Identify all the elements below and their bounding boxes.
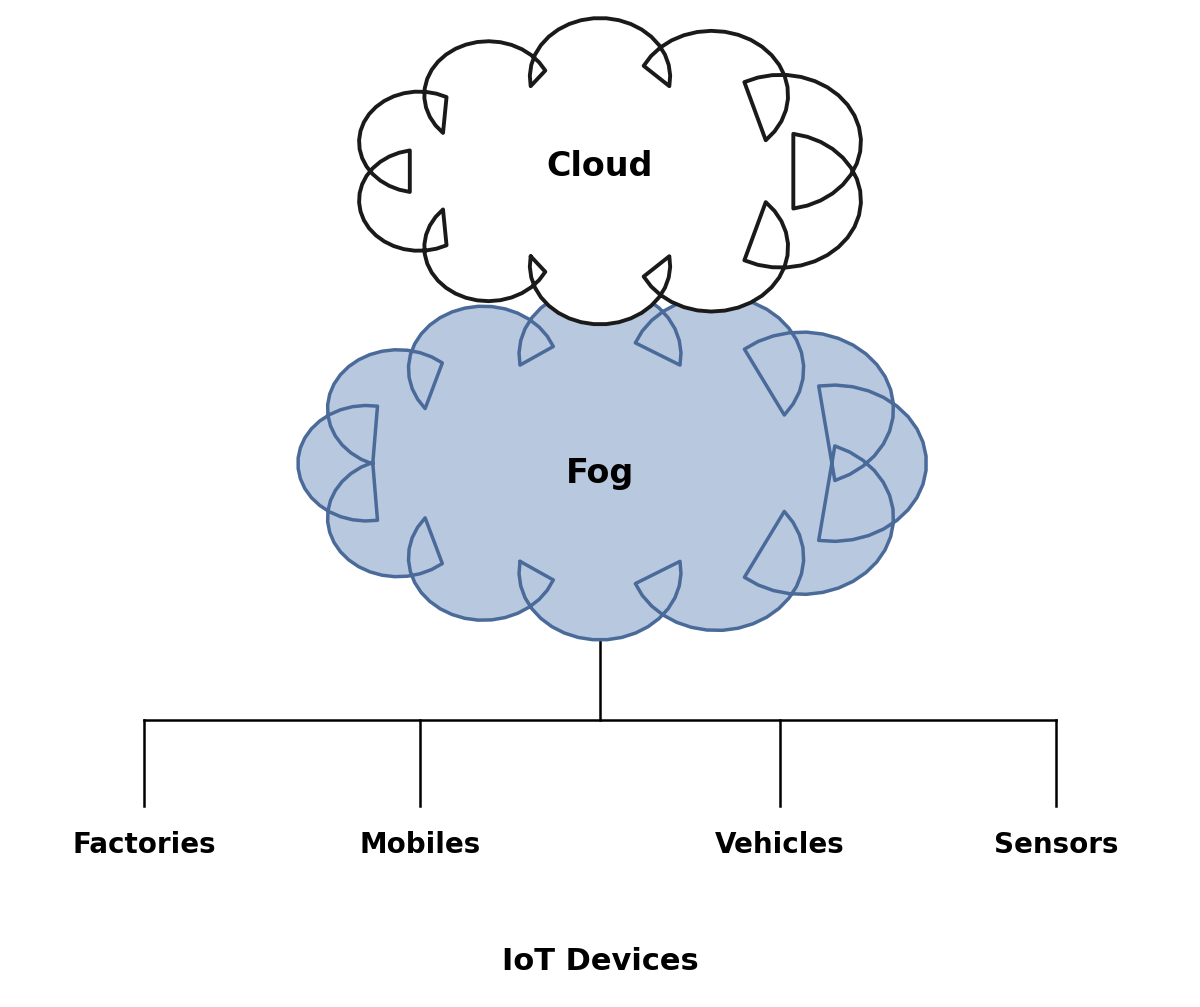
Text: Sensors: Sensors — [994, 831, 1118, 859]
Text: IoT Devices: IoT Devices — [502, 948, 698, 976]
Polygon shape — [298, 287, 926, 639]
Polygon shape — [359, 18, 860, 324]
Text: Factories: Factories — [72, 831, 216, 859]
Text: Vehicles: Vehicles — [715, 831, 845, 859]
Text: Fog: Fog — [566, 457, 634, 489]
Text: Cloud: Cloud — [547, 150, 653, 182]
Text: Mobiles: Mobiles — [359, 831, 481, 859]
